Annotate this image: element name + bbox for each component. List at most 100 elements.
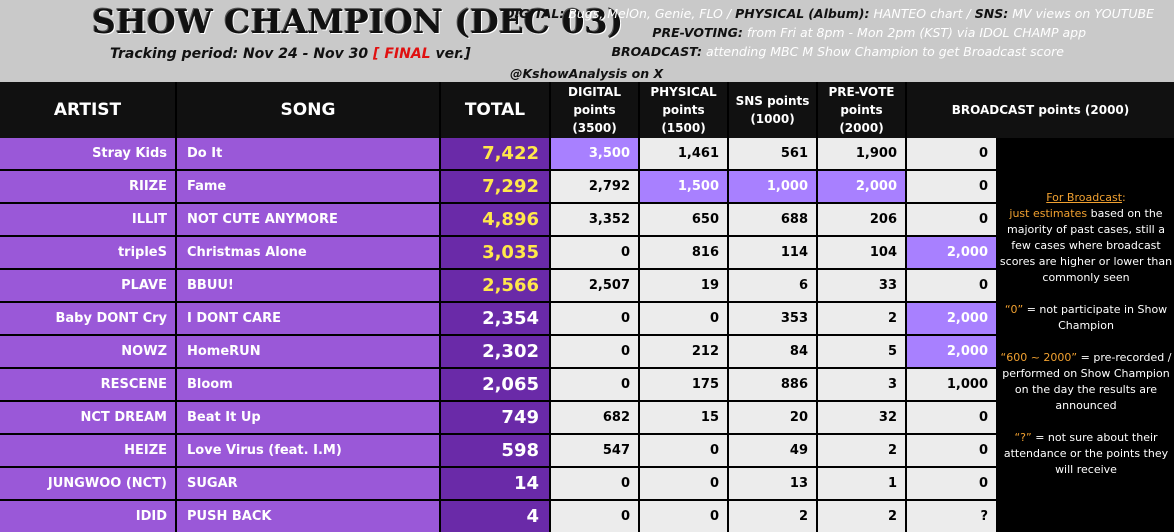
- cell-broadcast: 0: [907, 402, 996, 433]
- col-physical-l2: points: [662, 103, 705, 117]
- cell-prevote: 2: [818, 303, 905, 334]
- col-broadcast: BROADCAST points (2000): [907, 82, 1174, 138]
- cell-artist: RIIZE: [0, 171, 175, 202]
- col-physical-l3: (1500): [661, 121, 706, 135]
- col-digital-l2: points: [573, 103, 616, 117]
- cell-physical: 19: [640, 270, 727, 301]
- cell-total: 7,292: [441, 171, 549, 202]
- cell-sns: 1,000: [729, 171, 816, 202]
- cell-artist: NCT DREAM: [0, 402, 175, 433]
- cell-artist: tripleS: [0, 237, 175, 268]
- col-song: SONG: [177, 82, 439, 138]
- info-key: (Album):: [808, 6, 870, 21]
- cell-prevote: 2,000: [818, 171, 905, 202]
- info-line-1: DIGITAL: Bugs, MelOn, Genie, FLO / PHYSI…: [504, 6, 1154, 21]
- cell-total: 14: [441, 468, 549, 499]
- cell-broadcast: 0: [907, 204, 996, 235]
- info-key: PHYSICAL: [735, 6, 805, 21]
- cell-artist: ILLIT: [0, 204, 175, 235]
- info-value: HANTEO chart /: [873, 6, 971, 21]
- header-bar: SHOW CHAMPION (DEC 03) Tracking period: …: [0, 0, 1174, 82]
- cell-song: HomeRUN: [177, 336, 439, 367]
- cell-physical: 175: [640, 369, 727, 400]
- cell-song: Beat It Up: [177, 402, 439, 433]
- cell-sns: 886: [729, 369, 816, 400]
- cell-digital: 0: [551, 336, 638, 367]
- final-label: FINAL: [384, 46, 431, 62]
- info-line-2: PRE-VOTING: from Fri at 8pm - Mon 2pm (K…: [652, 25, 1086, 40]
- credit-handle: @KshowAnalysis on X: [510, 66, 664, 81]
- page-title: SHOW CHAMPION (DEC 03): [92, 2, 624, 41]
- cell-song: Do It: [177, 138, 439, 169]
- cell-sns: 20: [729, 402, 816, 433]
- cell-total: 7,422: [441, 138, 549, 169]
- cell-total: 4: [441, 501, 549, 532]
- cell-sns: 2: [729, 501, 816, 532]
- cell-broadcast: 0: [907, 468, 996, 499]
- cell-sns: 561: [729, 138, 816, 169]
- cell-song: Christmas Alone: [177, 237, 439, 268]
- cell-prevote: 3: [818, 369, 905, 400]
- info-value: Bugs, MelOn, Genie, FLO /: [568, 6, 732, 21]
- tracking-period: Tracking period: Nov 24 - Nov 30 [ FINAL…: [110, 46, 471, 62]
- cell-artist: NOWZ: [0, 336, 175, 367]
- cell-song: SUGAR: [177, 468, 439, 499]
- cell-artist: IDID: [0, 501, 175, 532]
- final-suffix: ver.]: [435, 46, 471, 62]
- cell-sns: 353: [729, 303, 816, 334]
- cell-digital: 3,500: [551, 138, 638, 169]
- cell-digital: 3,352: [551, 204, 638, 235]
- cell-broadcast: 1,000: [907, 369, 996, 400]
- cell-digital: 2,507: [551, 270, 638, 301]
- info-key: PRE-VOTING:: [652, 25, 743, 40]
- col-total: TOTAL: [441, 82, 549, 138]
- cell-prevote: 206: [818, 204, 905, 235]
- note-zero-text: = not participate in Show Champion: [1026, 303, 1168, 332]
- broadcast-note: For Broadcast: just estimates based on t…: [998, 138, 1174, 532]
- cell-prevote: 32: [818, 402, 905, 433]
- note-q-text: = not sure about their attendance or the…: [1003, 431, 1169, 476]
- cell-artist: PLAVE: [0, 270, 175, 301]
- note-heading-colon: :: [1122, 191, 1126, 204]
- col-physical: PHYSICAL points (1500): [640, 82, 727, 138]
- note-estimate-rest: based on the majority of past cases, sti…: [999, 207, 1173, 284]
- note-estimate-lead: just estimates: [1009, 207, 1088, 220]
- note-q-key: “?”: [1014, 431, 1032, 444]
- cell-physical: 650: [640, 204, 727, 235]
- cell-physical: 0: [640, 303, 727, 334]
- cell-physical: 1,461: [640, 138, 727, 169]
- cell-physical: 1,500: [640, 171, 727, 202]
- cell-digital: 0: [551, 237, 638, 268]
- cell-digital: 682: [551, 402, 638, 433]
- cell-song: Love Virus (feat. I.M): [177, 435, 439, 466]
- cell-digital: 0: [551, 468, 638, 499]
- cell-sns: 84: [729, 336, 816, 367]
- cell-physical: 816: [640, 237, 727, 268]
- cell-prevote: 1,900: [818, 138, 905, 169]
- cell-broadcast: 0: [907, 138, 996, 169]
- cell-broadcast: 2,000: [907, 237, 996, 268]
- cell-broadcast: 0: [907, 171, 996, 202]
- cell-prevote: 104: [818, 237, 905, 268]
- note-heading: For Broadcast: [1046, 191, 1123, 204]
- note-zero-key: “0”: [1004, 303, 1024, 316]
- cell-physical: 0: [640, 501, 727, 532]
- cell-digital: 0: [551, 369, 638, 400]
- info-key: SNS:: [974, 6, 1009, 21]
- cell-physical: 212: [640, 336, 727, 367]
- cell-artist: RESCENE: [0, 369, 175, 400]
- cell-physical: 0: [640, 468, 727, 499]
- cell-total: 2,566: [441, 270, 549, 301]
- cell-prevote: 2: [818, 501, 905, 532]
- cell-physical: 0: [640, 435, 727, 466]
- col-sns-l1: SNS points: [735, 94, 810, 108]
- cell-prevote: 2: [818, 435, 905, 466]
- info-key: BROADCAST:: [611, 44, 702, 59]
- cell-artist: Baby DONT Cry: [0, 303, 175, 334]
- tracking-label: Tracking period: Nov 24 - Nov 30: [110, 46, 369, 62]
- cell-digital: 0: [551, 303, 638, 334]
- col-artist: ARTIST: [0, 82, 175, 138]
- col-prevote-l1: PRE-VOTE: [828, 85, 895, 99]
- cell-total: 3,035: [441, 237, 549, 268]
- col-digital-l3: (3500): [572, 121, 617, 135]
